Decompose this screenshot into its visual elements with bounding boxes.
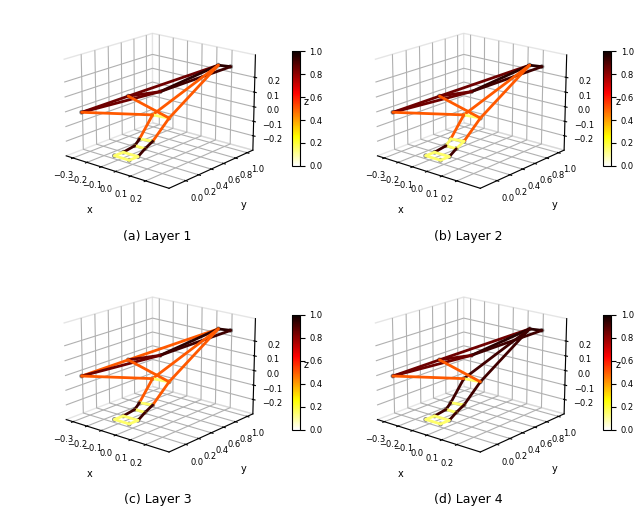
X-axis label: x: x xyxy=(398,469,404,479)
X-axis label: x: x xyxy=(398,205,404,215)
X-axis label: x: x xyxy=(86,205,92,215)
Text: (b) Layer 2: (b) Layer 2 xyxy=(435,230,503,243)
Y-axis label: y: y xyxy=(241,200,246,210)
Text: (c) Layer 3: (c) Layer 3 xyxy=(124,493,191,506)
X-axis label: x: x xyxy=(86,469,92,479)
Y-axis label: y: y xyxy=(552,200,557,210)
Y-axis label: y: y xyxy=(552,464,557,473)
Y-axis label: y: y xyxy=(241,464,246,473)
Text: (a) Layer 1: (a) Layer 1 xyxy=(123,230,191,243)
Text: (d) Layer 4: (d) Layer 4 xyxy=(435,493,503,506)
